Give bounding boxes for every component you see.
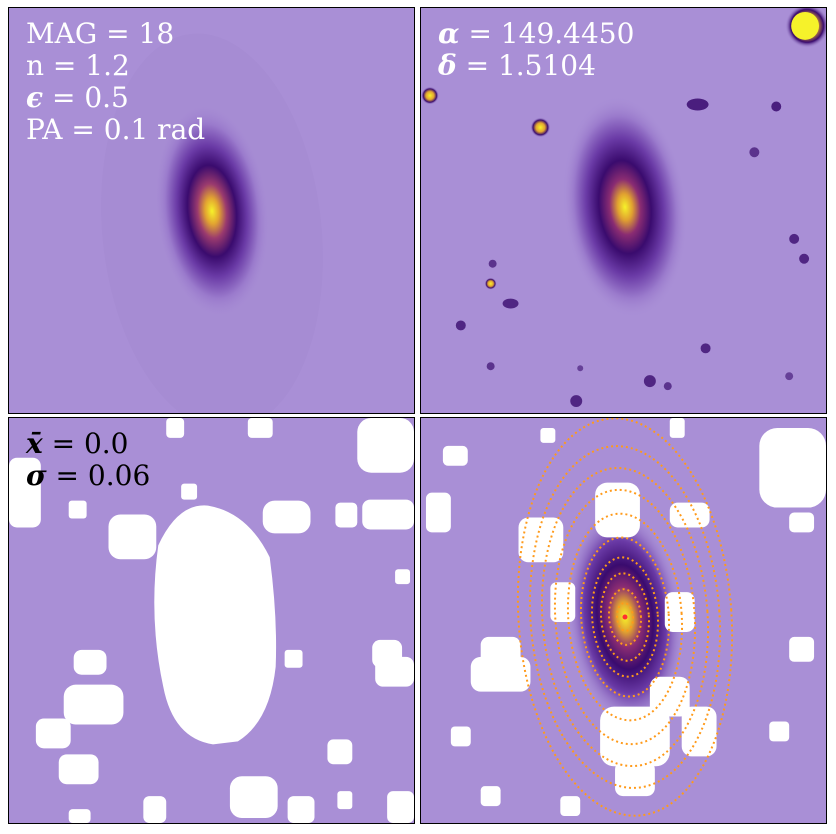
masked-background-image — [9, 418, 414, 823]
position-angle-label: PA = 0.1 rad — [26, 113, 206, 146]
right-ascension-label: α = 149.4450 — [438, 17, 635, 50]
sersic-index-label: n = 1.2 — [26, 49, 130, 82]
declination-label: δ = 1.5104 — [438, 49, 596, 82]
isophote-fit-image — [421, 418, 826, 823]
background-statistics: x̄ = 0.0 σ = 0.06 — [26, 428, 150, 492]
model-parameters: MAG = 18 n = 1.2 ϵ = 0.5 PA = 0.1 rad — [26, 18, 205, 146]
magnitude-label: MAG = 18 — [26, 17, 175, 50]
sigma-label: σ = 0.06 — [26, 459, 151, 492]
ellipticity-label: ϵ = 0.5 — [26, 81, 129, 114]
mean-label: x̄ = 0.0 — [26, 427, 129, 460]
observed-galaxy-panel: α = 149.4450 δ = 1.5104 — [420, 7, 827, 414]
observed-galaxy-image — [421, 8, 826, 413]
coordinate-labels: α = 149.4450 δ = 1.5104 — [438, 18, 634, 82]
masked-background-panel: x̄ = 0.0 σ = 0.06 — [8, 417, 415, 824]
model-galaxy-panel: MAG = 18 n = 1.2 ϵ = 0.5 PA = 0.1 rad — [8, 7, 415, 414]
model-galaxy-image — [9, 8, 414, 413]
isophote-fit-panel — [420, 417, 827, 824]
